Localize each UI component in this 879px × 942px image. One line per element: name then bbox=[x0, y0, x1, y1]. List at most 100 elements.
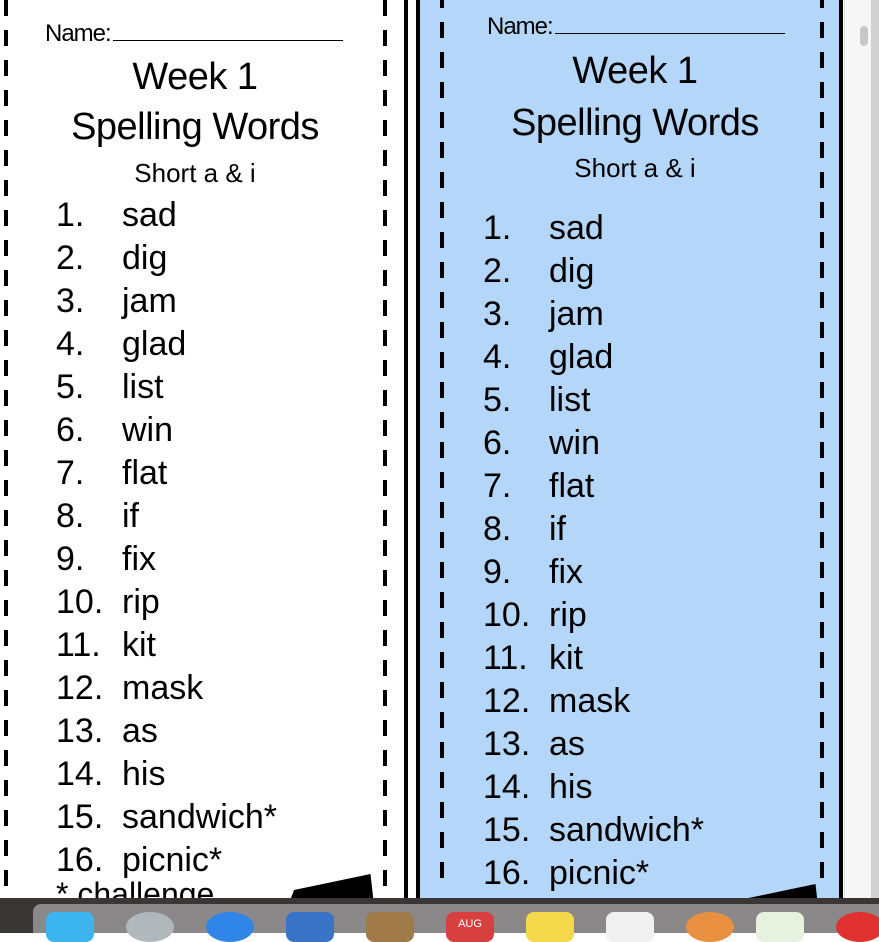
dashed-border bbox=[820, 0, 824, 890]
word-item: 13. as bbox=[56, 710, 277, 753]
word-text: rip bbox=[549, 596, 587, 634]
reminders-icon[interactable] bbox=[606, 912, 654, 942]
word-number: 8. bbox=[56, 497, 85, 535]
word-item: 13. as bbox=[483, 723, 704, 766]
word-list: 1. sad 2. dig 3. jam 4. glad 5. list 6. win 7. flat 8.… bbox=[56, 194, 277, 882]
word-number: 6. bbox=[483, 424, 512, 462]
word-text: list bbox=[549, 381, 591, 419]
word-number: 11. bbox=[56, 626, 101, 664]
word-text: jam bbox=[122, 282, 177, 320]
word-number: 7. bbox=[483, 467, 512, 505]
word-number: 10. bbox=[483, 596, 531, 634]
word-number: 11. bbox=[483, 639, 528, 677]
word-number: 15. bbox=[483, 811, 531, 849]
word-item: 1. sad bbox=[56, 194, 277, 237]
word-text: jam bbox=[549, 295, 604, 333]
word-number: 4. bbox=[483, 338, 512, 376]
word-number: 14. bbox=[56, 755, 104, 793]
word-number: 13. bbox=[483, 725, 531, 763]
calendar-icon[interactable]: AUG bbox=[446, 912, 494, 942]
word-item: 15. sandwich* bbox=[56, 796, 277, 839]
word-list: 1. sad 2. dig 3. jam 4. glad 5. list 6. win 7. flat 8.… bbox=[483, 207, 704, 895]
word-item: 6. win bbox=[483, 422, 704, 465]
word-number: 8. bbox=[483, 510, 512, 548]
word-text: if bbox=[549, 510, 566, 548]
word-text: his bbox=[549, 768, 593, 806]
word-text: mask bbox=[122, 669, 204, 707]
word-text: if bbox=[122, 497, 139, 535]
name-field: Name: bbox=[45, 20, 343, 48]
divider-line bbox=[404, 0, 408, 898]
word-text: win bbox=[122, 411, 174, 449]
scrollbar[interactable] bbox=[844, 0, 871, 898]
word-number: 9. bbox=[483, 553, 512, 591]
scrollbar-thumb[interactable] bbox=[860, 26, 868, 46]
word-number: 14. bbox=[483, 768, 531, 806]
word-item: 6. win bbox=[56, 409, 277, 452]
numbers-icon[interactable] bbox=[756, 912, 804, 942]
word-text: kit bbox=[122, 626, 156, 664]
contacts-icon[interactable] bbox=[366, 912, 414, 942]
word-item: 9. fix bbox=[483, 551, 704, 594]
word-item: 16. picnic* bbox=[56, 839, 277, 882]
app-icon[interactable] bbox=[836, 912, 879, 942]
word-text: picnic* bbox=[122, 841, 223, 879]
word-number: 10. bbox=[56, 583, 104, 621]
divider-line bbox=[416, 0, 420, 898]
word-item: 8. if bbox=[56, 495, 277, 538]
background-window bbox=[871, 0, 879, 898]
word-text: glad bbox=[549, 338, 614, 376]
word-text: as bbox=[122, 712, 158, 750]
name-label: Name: bbox=[487, 13, 554, 40]
word-number: 7. bbox=[56, 454, 85, 492]
finder-icon[interactable] bbox=[46, 912, 94, 942]
word-text: as bbox=[549, 725, 585, 763]
word-text: sandwich* bbox=[549, 811, 704, 849]
word-text: picnic* bbox=[549, 854, 650, 892]
challenge-note: * challenge bbox=[56, 876, 215, 898]
word-text: sandwich* bbox=[122, 798, 277, 836]
word-number: 1. bbox=[483, 209, 512, 247]
word-text: list bbox=[122, 368, 164, 406]
word-number: 12. bbox=[483, 682, 531, 720]
word-number: 13. bbox=[56, 712, 104, 750]
word-text: flat bbox=[549, 467, 595, 505]
word-item: 4. glad bbox=[483, 336, 704, 379]
word-number: 6. bbox=[56, 411, 85, 449]
word-text: his bbox=[122, 755, 166, 793]
dashed-border bbox=[383, 0, 387, 898]
name-field: Name: bbox=[487, 13, 785, 41]
week-title: Week 1 bbox=[572, 50, 698, 92]
word-item: 14. his bbox=[483, 766, 704, 809]
sheet-topic: Short a & i bbox=[574, 153, 696, 183]
notes-icon[interactable] bbox=[526, 912, 574, 942]
word-number: 9. bbox=[56, 540, 85, 578]
launchpad-icon[interactable] bbox=[126, 912, 174, 942]
word-item: 8. if bbox=[483, 508, 704, 551]
spelling-sheet-blue: Name: Week 1 Spelling Words Short a & i … bbox=[420, 0, 840, 898]
word-item: 12. mask bbox=[56, 667, 277, 710]
mail-icon[interactable] bbox=[286, 912, 334, 942]
word-number: 12. bbox=[56, 669, 104, 707]
spelling-sheet-white: Name: Week 1 Spelling Words Short a & i … bbox=[0, 0, 400, 898]
dashed-border bbox=[4, 0, 8, 898]
word-item: 11. kit bbox=[56, 624, 277, 667]
word-item: 1. sad bbox=[483, 207, 704, 250]
word-item: 11. kit bbox=[483, 637, 704, 680]
photos-icon[interactable] bbox=[686, 912, 734, 942]
truck-icon bbox=[730, 884, 820, 898]
word-number: 15. bbox=[56, 798, 104, 836]
word-item: 2. dig bbox=[56, 237, 277, 280]
word-number: 2. bbox=[56, 239, 85, 277]
truck-icon bbox=[285, 874, 375, 898]
word-text: rip bbox=[122, 583, 160, 621]
word-item: 3. jam bbox=[483, 293, 704, 336]
word-item: 9. fix bbox=[56, 538, 277, 581]
word-number: 16. bbox=[483, 854, 531, 892]
word-item: 15. sandwich* bbox=[483, 809, 704, 852]
word-text: sad bbox=[122, 196, 177, 234]
word-text: dig bbox=[122, 239, 168, 277]
safari-icon[interactable] bbox=[206, 912, 254, 942]
word-text: win bbox=[549, 424, 601, 462]
window-edge bbox=[839, 0, 843, 898]
